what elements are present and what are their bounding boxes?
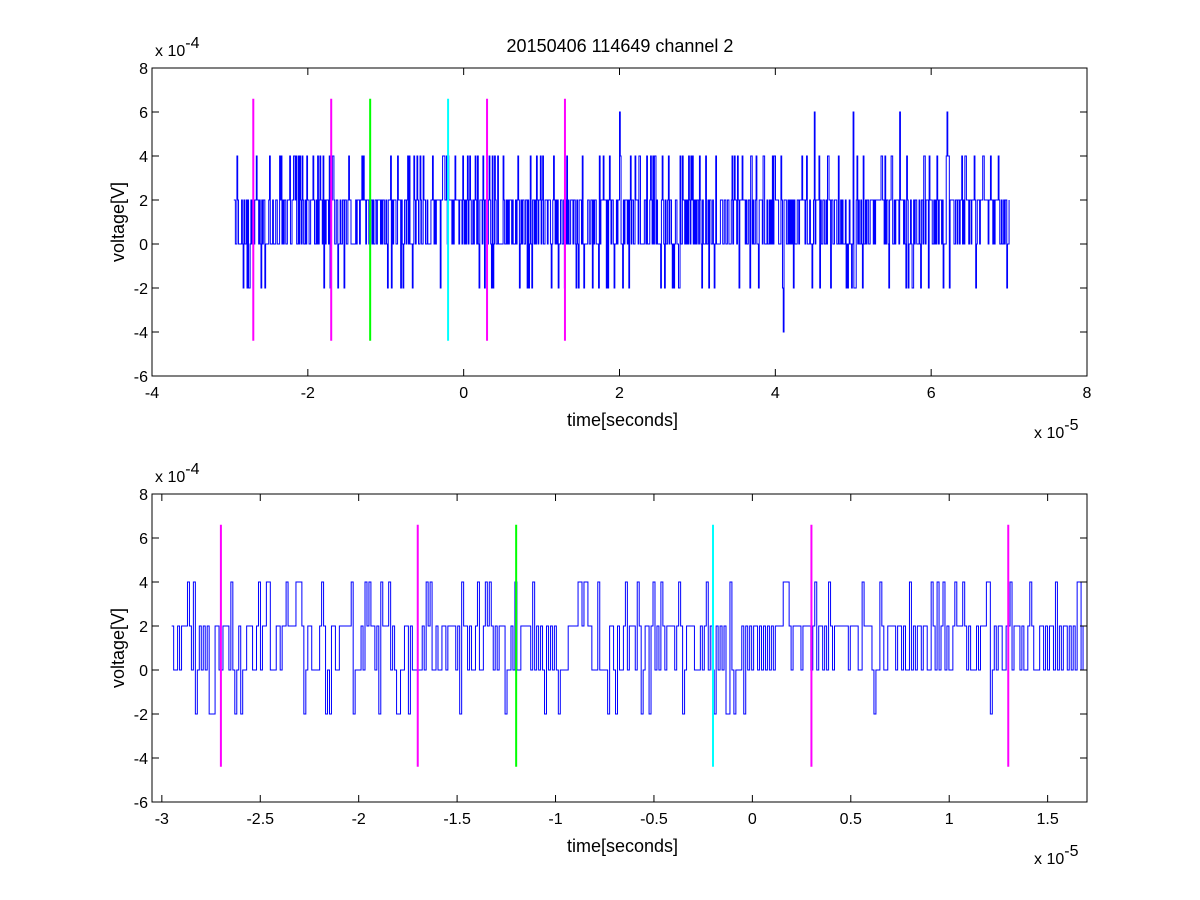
bottom-y-multiplier: x 10-4	[155, 461, 200, 486]
bottom-x-tick-label: -2.5	[246, 811, 274, 828]
top-x-tick-label: 2	[615, 385, 624, 402]
bottom-x-tick-label: -1.5	[443, 811, 471, 828]
top-y-multiplier: x 10-4	[155, 35, 200, 60]
top-x-multiplier-base: x 10	[1034, 425, 1064, 442]
bottom-x-multiplier-base: x 10	[1034, 851, 1064, 868]
top-y-tick-label: -2	[134, 281, 148, 298]
bottom-y-tick-label: 6	[139, 531, 148, 548]
top-x-tick-label: 8	[1083, 385, 1092, 402]
top-series-layer	[233, 111, 1010, 333]
top-y-tick-label: 0	[139, 237, 148, 254]
bottom-y-multiplier-exponent: -4	[185, 461, 199, 478]
bottom-x-tick-label: -3	[155, 811, 169, 828]
top-x-multiplier: x 10-5	[1034, 417, 1079, 442]
bottom-x-tick-label: 0.5	[840, 811, 862, 828]
bottom-x-tick-label: -2	[352, 811, 366, 828]
bottom-y-tick-label: 0	[139, 663, 148, 680]
bottom-y-tick-label: -4	[134, 751, 148, 768]
top-y-multiplier-exponent: -4	[185, 35, 199, 52]
top-x-axis-label: time[seconds]	[567, 410, 678, 430]
bottom-x-tick-label: 1.5	[1037, 811, 1059, 828]
top-markers-layer	[252, 98, 566, 341]
bottom-y-tick-label: 4	[139, 575, 148, 592]
top-y-tick-label: 2	[139, 193, 148, 210]
bottom-y-tick-label: 8	[139, 487, 148, 504]
bottom-y-axis-label: voltage[V]	[108, 608, 128, 688]
top-y-tick-label: 6	[139, 105, 148, 122]
top-y-tick-label: 8	[139, 61, 148, 78]
top-y-tick-label: -6	[134, 369, 148, 386]
bottom-x-multiplier: x 10-5	[1034, 843, 1079, 868]
top-y-tick-label: -4	[134, 325, 148, 342]
bottom-x-tick-label: -1	[548, 811, 562, 828]
top-x-tick-label: -4	[145, 385, 159, 402]
top-x-tick-label: 4	[771, 385, 780, 402]
top-y-axis-label: voltage[V]	[108, 182, 128, 262]
top-x-tick-label: 6	[927, 385, 936, 402]
bottom-x-axis-label: time[seconds]	[567, 836, 678, 856]
bottom-ticks-layer: -3 -2.5 -2 -1.5 -1 -0.5 0 0.5 1 1.5 -6 -4 -2 0 2 4 6 8	[134, 487, 1087, 828]
top-voltage-trace	[233, 111, 1010, 333]
bottom-voltage-trace	[171, 581, 1087, 715]
bottom-x-tick-label: -0.5	[640, 811, 668, 828]
figure-title: 20150406 114649 channel 2	[507, 36, 734, 56]
bottom-markers-layer	[219, 524, 1010, 767]
bottom-y-tick-label: -6	[134, 795, 148, 812]
top-y-multiplier-base: x 10	[155, 43, 185, 60]
top-x-tick-label: -2	[301, 385, 315, 402]
top-x-tick-label: 0	[459, 385, 468, 402]
bottom-x-tick-label: 0	[748, 811, 757, 828]
bottom-x-tick-label: 1	[945, 811, 954, 828]
top-y-tick-label: 4	[139, 149, 148, 166]
bottom-y-multiplier-base: x 10	[155, 469, 185, 486]
bottom-series-layer	[171, 581, 1087, 715]
top-x-multiplier-exponent: -5	[1064, 417, 1078, 434]
bottom-x-multiplier-exponent: -5	[1064, 843, 1078, 860]
bottom-y-tick-label: -2	[134, 707, 148, 724]
bottom-y-tick-label: 2	[139, 619, 148, 636]
bottom-axes: -3 -2.5 -2 -1.5 -1 -0.5 0 0.5 1 1.5 -6 -4 -2 0 2 4 6 8 ti…	[108, 461, 1088, 868]
bottom-axes-frame	[151, 493, 1088, 803]
